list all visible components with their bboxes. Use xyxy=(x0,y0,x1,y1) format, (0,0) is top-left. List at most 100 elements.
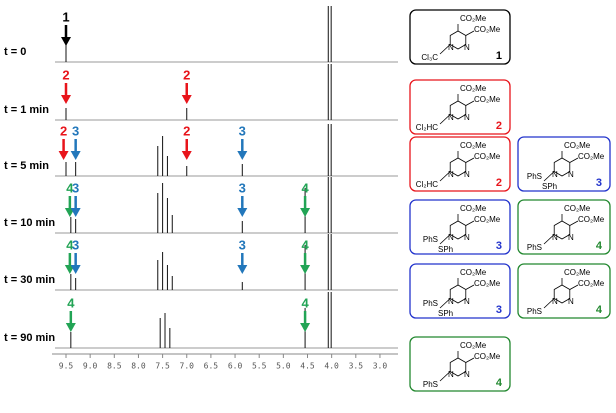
bond xyxy=(569,157,579,163)
atom-label: N xyxy=(464,113,470,122)
bond xyxy=(465,220,475,226)
tick-label: 5.5 xyxy=(252,362,267,371)
arrow-label: 2 xyxy=(183,123,190,138)
substituent: PhS xyxy=(423,299,438,308)
arrow-head xyxy=(181,151,192,160)
group-label: CO₂Me xyxy=(474,215,501,224)
tick-label: 3.0 xyxy=(373,362,388,371)
compound-number: 1 xyxy=(496,50,502,62)
arrow-label: 4 xyxy=(301,237,309,252)
tick-label: 8.5 xyxy=(107,362,122,371)
atom-label: N xyxy=(552,233,558,242)
structure: CO₂Me CO₂Me N N Cl₃C 1 xyxy=(409,9,511,65)
structure: CO₂Me CO₂Me N N PhS 4 xyxy=(517,199,611,255)
substituent: Cl₂HC xyxy=(416,123,438,132)
atom-label: N xyxy=(552,297,558,306)
arrow-head xyxy=(61,95,71,104)
row-label: t = 30 min xyxy=(4,274,55,286)
bond xyxy=(465,30,475,36)
bond xyxy=(439,171,451,182)
arrow-label: 3 xyxy=(239,123,246,138)
arrow-head xyxy=(70,151,81,160)
ring xyxy=(553,284,571,304)
structure: CO₂Me CO₂Me N N PhS 4 xyxy=(517,263,611,319)
structure: CO₂Me CO₂Me N N PhS 4 xyxy=(409,336,511,392)
arrow-label: 1 xyxy=(62,9,69,24)
ring xyxy=(553,157,571,177)
group-label: CO₂Me xyxy=(578,215,605,224)
substituent: PhS xyxy=(527,243,542,252)
bond xyxy=(439,371,451,382)
structure-box xyxy=(409,9,511,65)
tick-label: 6.0 xyxy=(228,362,243,371)
compound-number: 3 xyxy=(496,240,502,252)
bond xyxy=(543,234,555,245)
tick-label: 7.5 xyxy=(155,362,170,371)
group-label: CO₂Me xyxy=(564,141,591,150)
compound-number: 2 xyxy=(496,177,502,189)
arrow-label: 3 xyxy=(239,237,246,252)
arrow-head xyxy=(237,265,248,274)
structure-box xyxy=(517,263,611,319)
compound-number: 4 xyxy=(496,377,503,389)
atom-label: N xyxy=(448,297,454,306)
arrow-label: 2 xyxy=(183,67,190,82)
atom-label: N xyxy=(568,170,574,179)
group-label: CO₂Me xyxy=(460,268,487,277)
ring xyxy=(449,220,467,240)
atom-label: N xyxy=(568,233,574,242)
group-label: CO₂Me xyxy=(474,95,501,104)
group-label: CO₂Me xyxy=(460,204,487,213)
arrow-label: 3 xyxy=(72,180,79,195)
compound-number: 4 xyxy=(596,304,603,316)
bond xyxy=(439,234,451,245)
group-label: CO₂Me xyxy=(578,152,605,161)
bond xyxy=(543,298,555,309)
row-label: t = 0 xyxy=(4,46,26,58)
tick-label: 3.5 xyxy=(349,362,364,371)
tick-label: 6.5 xyxy=(204,362,219,371)
ring xyxy=(553,220,571,240)
substituent: SPh xyxy=(542,182,557,191)
ring xyxy=(449,157,467,177)
substituent: Cl₃C xyxy=(421,53,438,62)
atom-label: N xyxy=(448,113,454,122)
atom-label: N xyxy=(464,43,470,52)
compound-number: 3 xyxy=(596,177,602,189)
arrow-label: 2 xyxy=(62,67,69,82)
arrow-head xyxy=(237,151,248,160)
bond xyxy=(543,171,555,182)
row-label: t = 10 min xyxy=(4,217,55,229)
substituent: Cl₂HC xyxy=(416,180,438,189)
arrow-head xyxy=(237,208,248,217)
substituent: SPh xyxy=(438,245,453,254)
bond xyxy=(569,284,579,290)
arrow-label: 3 xyxy=(239,180,246,195)
ring xyxy=(449,100,467,120)
structure-box xyxy=(517,136,611,192)
tick-label: 5.0 xyxy=(276,362,291,371)
ring xyxy=(449,284,467,304)
ring xyxy=(449,357,467,377)
arrow-head xyxy=(300,323,311,332)
arrow-label: 4 xyxy=(66,180,74,195)
group-label: CO₂Me xyxy=(474,152,501,161)
compound-number: 3 xyxy=(496,304,502,316)
tick-label: 7.0 xyxy=(180,362,195,371)
atom-label: N xyxy=(448,170,454,179)
bond xyxy=(439,44,451,55)
tick-label: 4.5 xyxy=(300,362,315,371)
atom-label: N xyxy=(464,170,470,179)
structure-box xyxy=(517,199,611,255)
atom-label: N xyxy=(448,370,454,379)
arrow-label: 2 xyxy=(60,123,67,138)
atom-label: N xyxy=(568,297,574,306)
compound-number: 2 xyxy=(496,120,502,132)
group-label: CO₂Me xyxy=(460,341,487,350)
bond xyxy=(465,100,475,106)
